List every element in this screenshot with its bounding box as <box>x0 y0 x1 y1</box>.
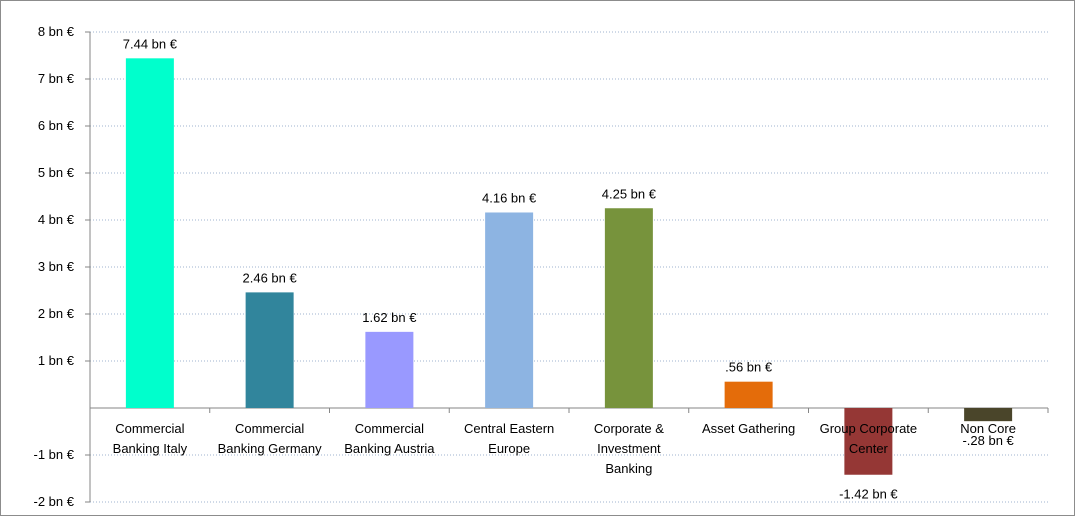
bar <box>724 381 773 408</box>
category-labels: Commercial Banking Italy Commercial Banking… <box>113 421 1016 476</box>
bar <box>365 331 414 408</box>
data-label: .56 bn € <box>725 360 773 375</box>
bar <box>485 212 534 408</box>
category-label: Commercial Banking Germany <box>218 421 323 456</box>
data-labels: 7.44 bn € 2.46 bn € 1.62 bn € 4.16 bn € 4.25… <box>123 36 1015 501</box>
data-label: -.28 bn € <box>962 433 1014 448</box>
y-tick-label: 1 bn € <box>38 353 75 368</box>
y-tick-label: 8 bn € <box>38 24 75 39</box>
bar <box>844 408 893 475</box>
category-label: Non Core <box>960 421 1016 436</box>
bar <box>245 292 294 408</box>
data-label: 7.44 bn € <box>123 36 178 51</box>
bars <box>125 58 1013 475</box>
y-tick-labels: 8 bn € 7 bn € 6 bn € 5 bn € 4 bn € 3 bn € 2 bn… <box>34 24 75 509</box>
bar <box>964 408 1013 422</box>
category-label: Group Corporate Center <box>820 421 918 456</box>
data-label: 2.46 bn € <box>243 270 298 285</box>
data-label: 4.25 bn € <box>602 186 657 201</box>
y-tick-label: 5 bn € <box>38 165 75 180</box>
data-label: 1.62 bn € <box>362 310 417 325</box>
y-tick-label: 3 bn € <box>38 259 75 274</box>
y-tick-label: 6 bn € <box>38 118 75 133</box>
bar <box>125 58 174 408</box>
bar <box>604 208 653 408</box>
y-tick-label: -2 bn € <box>34 494 75 509</box>
y-tick-label: 2 bn € <box>38 306 75 321</box>
category-label: Corporate & Investment Banking <box>594 421 664 476</box>
category-label: Commercial Banking Austria <box>344 421 435 456</box>
data-label: 4.16 bn € <box>482 190 537 205</box>
category-label: Asset Gathering <box>702 421 795 436</box>
y-tick-label: 4 bn € <box>38 212 75 227</box>
category-label: Commercial Banking Italy <box>113 421 188 456</box>
y-tick-label: 7 bn € <box>38 71 75 86</box>
category-label: Central Eastern Europe <box>464 421 554 456</box>
y-tick-label: -1 bn € <box>34 447 75 462</box>
data-label: -1.42 bn € <box>839 487 898 502</box>
